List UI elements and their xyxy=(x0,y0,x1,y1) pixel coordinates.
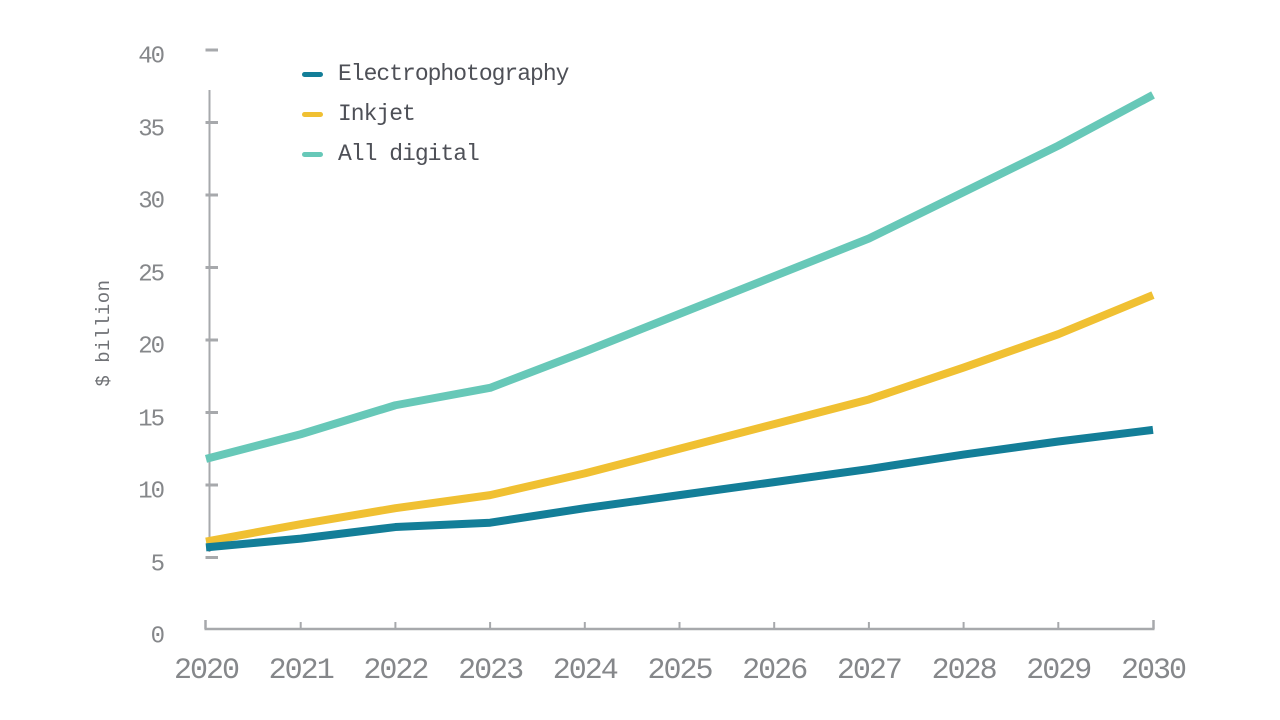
legend-item-all-digital: All digital xyxy=(302,134,568,174)
legend-swatch-inkjet-icon xyxy=(302,111,323,117)
legend-swatch-electrophotography-icon xyxy=(302,71,323,77)
series-line-electrophotography xyxy=(205,425,1154,552)
legend-label-electrophotography: Electrophotography xyxy=(338,61,569,87)
legend: Electrophotography Inkjet All digital xyxy=(302,54,569,174)
legend-item-electrophotography: Electrophotography xyxy=(302,54,569,94)
series-line-all-digital xyxy=(204,91,1155,463)
legend-item-inkjet: Inkjet xyxy=(302,94,568,134)
y-axis-title: $ billion xyxy=(93,279,115,387)
legend-swatch-all-digital-icon xyxy=(302,151,323,157)
legend-label-all-digital: All digital xyxy=(338,141,480,167)
series-line-inkjet xyxy=(205,291,1155,546)
legend-label-inkjet: Inkjet xyxy=(338,101,416,127)
